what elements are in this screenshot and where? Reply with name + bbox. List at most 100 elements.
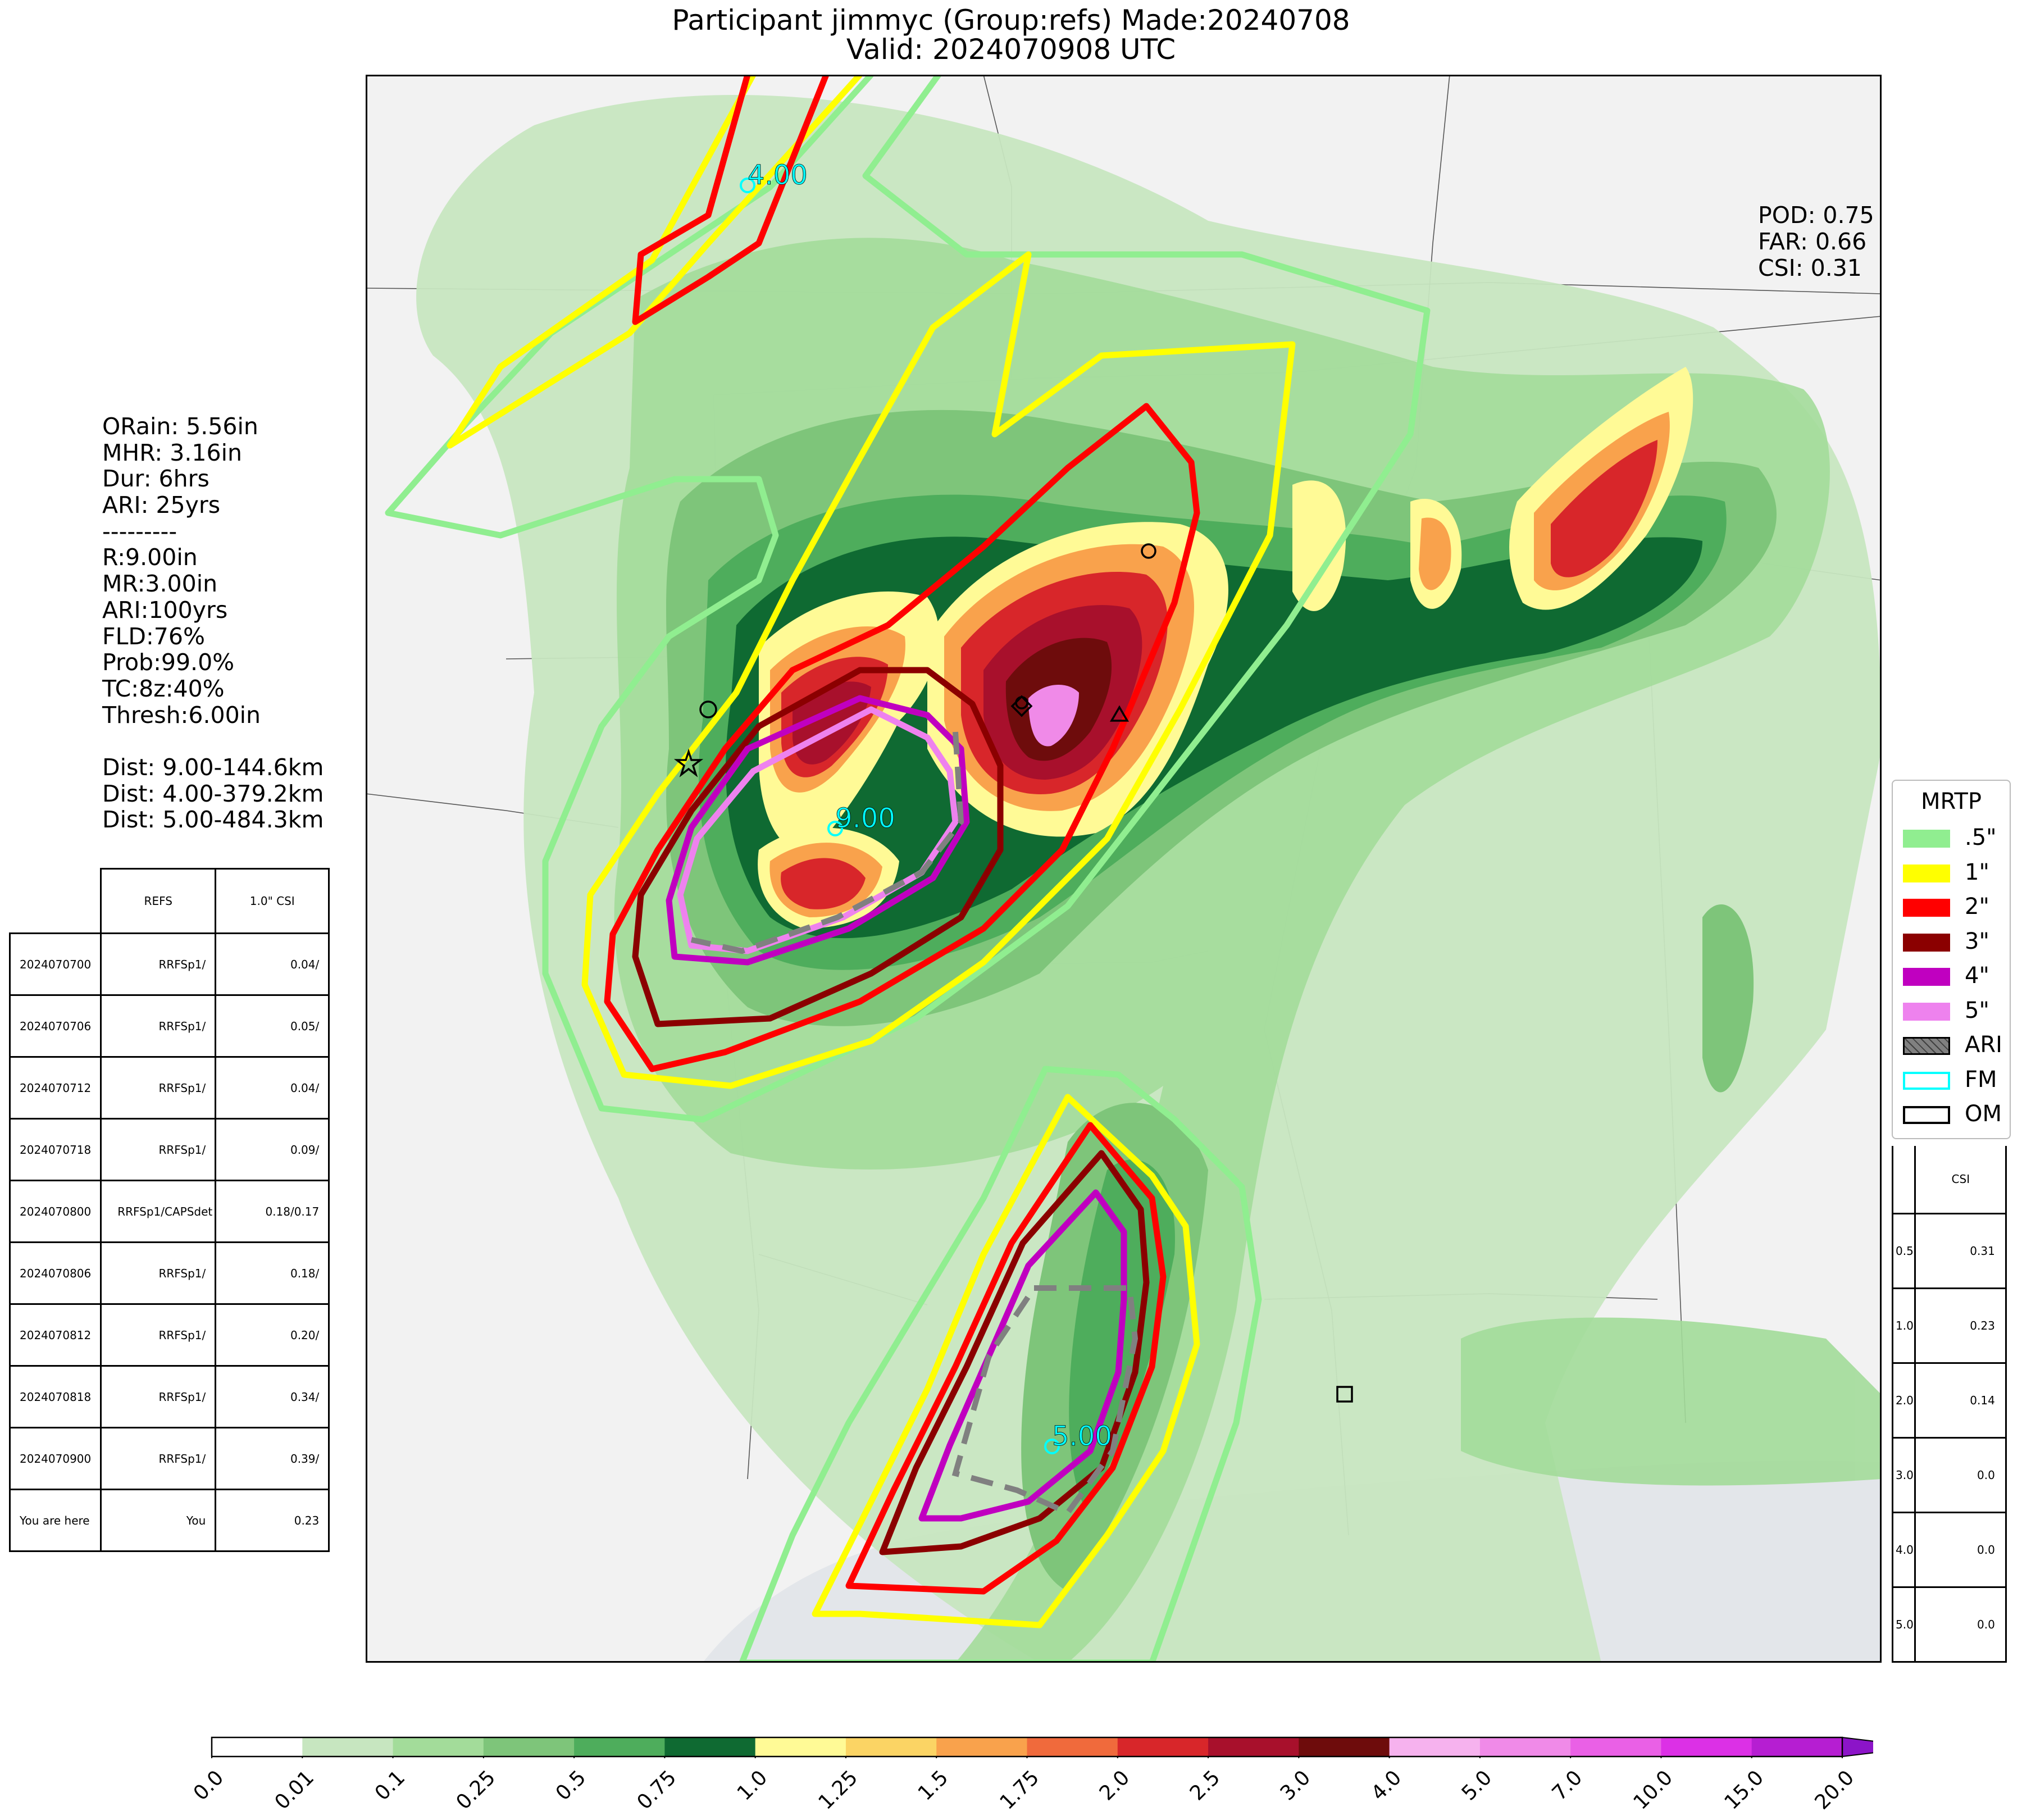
info-line: R:9.00in: [102, 544, 198, 571]
legend-swatch: [1903, 968, 1950, 986]
table-header: 1.0" CSI: [215, 868, 330, 934]
contour-2in-south: [845, 1122, 1167, 1595]
info-line: Dist: 5.00-484.3km: [102, 806, 324, 834]
table-row: 2024070706 RRFSp1/0.05/: [8, 994, 330, 1058]
om-star-marker: [673, 748, 704, 777]
colorbar-tick-label: 1.5: [913, 1766, 953, 1805]
legend-swatch: [1903, 899, 1950, 917]
colorbar-segment: [755, 1737, 846, 1757]
threshold: 2.0: [1892, 1362, 1916, 1439]
legend-title: MRTP: [1921, 789, 1982, 815]
legend-swatch: [1903, 1002, 1950, 1021]
model-name: RRFSp1/: [100, 1427, 217, 1490]
threshold: 1.0: [1892, 1287, 1916, 1364]
table-row: You are here You 0.23: [8, 1489, 330, 1552]
colorbar-segment: [574, 1737, 665, 1757]
colorbar-tick-label: 1.25: [814, 1766, 863, 1814]
legend-item: FM: [1893, 1064, 2010, 1099]
legend-label: 2": [1965, 894, 1989, 920]
table-row: 2024070712 RRFSp1/0.04/: [8, 1056, 330, 1120]
legend-label: 5": [1965, 997, 1989, 1023]
csi-score: 0.05/: [215, 994, 330, 1058]
legend-swatch-outline: [1903, 1106, 1950, 1124]
info-line: Prob:99.0%: [102, 649, 235, 676]
colorbar-tick-label: 10.0: [1629, 1766, 1678, 1814]
csi-score: 0.04/: [215, 1056, 330, 1120]
colorbar-tick-label: 7.0: [1547, 1766, 1587, 1805]
colorbar-segment: [393, 1737, 484, 1757]
legend-label: FM: [1965, 1066, 1997, 1093]
run-time: 2024070818: [8, 1365, 102, 1428]
contour-05in-south: [739, 1066, 1262, 1663]
legend-label: ARI: [1965, 1032, 2002, 1058]
table-header: CSI: [1914, 1146, 2007, 1214]
om-small-circle: [1015, 696, 1028, 709]
info-line: Dur: 6hrs: [102, 465, 210, 493]
csi-score: 0.14: [1914, 1362, 2007, 1439]
fm-marker-9in: [827, 821, 843, 836]
csi-score: 0.09/: [215, 1118, 330, 1181]
legend-swatch-outline: [1903, 1071, 1950, 1090]
colorbar-tick-label: 3.0: [1276, 1766, 1315, 1805]
colorbar-segment: [664, 1737, 756, 1757]
colorbar-tick-label: 20.0: [1810, 1766, 1859, 1814]
colorbar-tick-label: 2.0: [1095, 1766, 1135, 1805]
csi-score: 0.23: [215, 1489, 330, 1552]
label-5in: 5.00: [1052, 1421, 1112, 1452]
fm-marker-4in: [740, 178, 755, 193]
model-name: RRFSp1/: [100, 1303, 217, 1367]
info-line: ---------: [102, 517, 177, 545]
run-time: 2024070806: [8, 1241, 102, 1305]
table-row: 5.0 0.0: [1892, 1586, 2007, 1663]
contour-2in-main: [604, 403, 1200, 1072]
om-circle-marker-2: [1141, 543, 1156, 559]
info-line: Dist: 4.00-379.2km: [102, 780, 324, 807]
csi-score: 0.18/0.17: [215, 1180, 330, 1243]
model-name: RRFSp1/: [100, 1365, 217, 1428]
legend-label: .5": [1965, 825, 1997, 850]
legend-label: 1": [1965, 859, 1989, 885]
colorbar-tick-label: 2.5: [1185, 1766, 1225, 1805]
csi-score: 0.0: [1914, 1436, 2007, 1513]
colorbar-tick-label: 0.1: [370, 1766, 409, 1805]
model-name: RRFSp1/: [100, 994, 217, 1058]
run-time: 2024070706: [8, 994, 102, 1058]
title-line-1: Participant jimmyc (Group:refs) Made:202…: [672, 4, 1350, 37]
colorbar-segment: [1570, 1737, 1661, 1757]
colorbar-segment: [1479, 1737, 1571, 1757]
contour-1in-main: [581, 251, 1296, 1089]
table-row: 2024070900 RRFSp1/0.39/: [8, 1427, 330, 1490]
run-time: 2024070900: [8, 1427, 102, 1490]
colorbar-tick-label: 0.0: [189, 1766, 229, 1805]
mrtp-contours: [385, 75, 1431, 1663]
legend-item: 4": [1893, 961, 2010, 995]
legend-swatch: [1903, 933, 1950, 952]
csi-value: CSI: 0.31: [1758, 254, 1862, 281]
model-name: RRFSp1/: [100, 1118, 217, 1181]
om-triangle-marker: [1109, 705, 1130, 722]
precipitation-map: 4.00 9.00 5.00: [366, 75, 1882, 1663]
threshold: 4.0: [1892, 1511, 1916, 1588]
colorbar-segment: [1661, 1737, 1752, 1757]
colorbar-tick-label: 0.75: [632, 1766, 681, 1814]
csi-score: 0.39/: [215, 1427, 330, 1490]
table-header-empty: [1892, 1146, 1916, 1214]
table-row: 2024070718 RRFSp1/0.09/: [8, 1118, 330, 1181]
table-row: 2024070806 RRFSp1/0.18/: [8, 1241, 330, 1305]
contour-3in-main: [632, 667, 1004, 1027]
csi-score: 0.04/: [215, 932, 330, 996]
event-info: ORain: 5.56in MHR: 3.16in Dur: 6hrs ARI:…: [102, 413, 324, 833]
legend-swatch: [1903, 830, 1950, 848]
model-csi-table: REFS 1.0" CSI 2024070700 RRFSp1/0.04/ 202…: [8, 868, 330, 1552]
label-9in: 9.00: [835, 803, 895, 834]
contour-1in-north: [447, 75, 863, 449]
legend-swatch: [1903, 864, 1950, 882]
contour-05in-north: [385, 75, 1431, 1123]
threshold-csi-table: CSI 0.5 0.31 1.0 0.23 2.0 0.14 3.0 0.0 4.0 0.…: [1892, 1146, 2007, 1663]
om-square-marker: [1336, 1386, 1353, 1403]
colorbar-segment: [1751, 1737, 1843, 1757]
colorbar-tick-label: 1.0: [732, 1766, 772, 1805]
legend-label: OM: [1965, 1101, 2002, 1127]
legend-swatch-hatch: [1903, 1037, 1950, 1055]
csi-score: 0.31: [1914, 1212, 2007, 1289]
